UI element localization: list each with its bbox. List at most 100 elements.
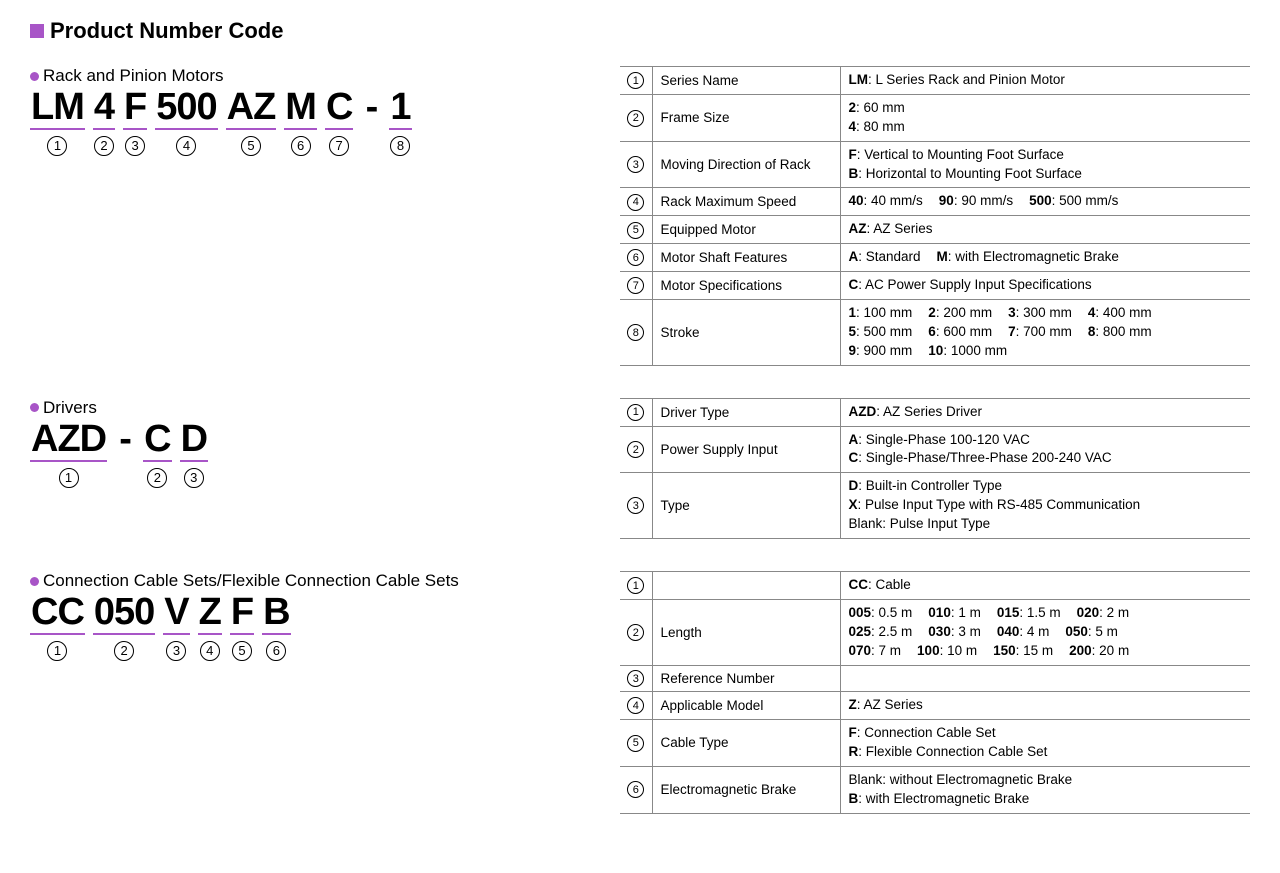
value-item: 10: 1000 mm (928, 342, 1007, 361)
code-segment-text: C (143, 420, 171, 460)
definition-table: 1CC: Cable2Length005: 0.5 m010: 1 m015: … (620, 571, 1250, 814)
definition-table: 1 Driver Type AZD: AZ Series Driver 2Power … (620, 398, 1250, 539)
value-item: Blank: Pulse Input Type (849, 515, 991, 534)
code-underline (30, 633, 85, 635)
table-row: 2Power Supply InputA: Single-Phase 100-1… (620, 426, 1250, 473)
row-label-cell: Moving Direction of Rack (652, 141, 840, 188)
row-number-cell: 3 (620, 473, 652, 539)
code-segment-text: V (163, 593, 189, 633)
code-segment-text: D (180, 420, 208, 460)
table-row: 7Motor SpecificationsC: AC Power Supply … (620, 272, 1250, 300)
row-label-cell: Driver Type (652, 398, 840, 426)
value-item: 020: 2 m (1077, 604, 1130, 623)
value-line: Blank: without Electromagnetic Brake (849, 771, 1245, 790)
code-segment-text: AZ (226, 88, 277, 128)
code-segment: 5004 (155, 88, 217, 156)
row-value-cell (840, 665, 1250, 692)
circle-bullet-icon (30, 403, 39, 412)
row-number-cell: 1 (620, 67, 652, 95)
row-label-cell: Electromagnetic Brake (652, 766, 840, 813)
table-row: 1Series NameLM: L Series Rack and Pinion… (620, 67, 1250, 95)
code-segment-text: F (230, 593, 254, 633)
row-label-cell: Frame Size (652, 94, 840, 141)
value-line: 005: 0.5 m010: 1 m015: 1.5 m020: 2 m (849, 604, 1245, 623)
table-row: 8Stroke1: 100 mm2: 200 mm3: 300 mm4: 400… (620, 300, 1250, 366)
code-segment: F3 (123, 88, 147, 156)
value-line: 4: 80 mm (849, 118, 1245, 137)
value-line: 2: 60 mm (849, 99, 1245, 118)
value-item: 015: 1.5 m (997, 604, 1061, 623)
circle-bullet-icon (30, 72, 39, 81)
code-segment-number: 2 (114, 641, 134, 661)
value-item: AZ: AZ Series (849, 220, 933, 239)
table-row: 1 Driver Type AZD: AZ Series Driver (620, 398, 1250, 426)
code-segment-number: 2 (94, 136, 114, 156)
subtitle-row: Drivers (30, 398, 620, 418)
code-segment-number: 7 (329, 136, 349, 156)
section-subtitle: Connection Cable Sets/Flexible Connectio… (43, 571, 459, 591)
circled-number-icon: 3 (627, 156, 644, 173)
value-line: AZ: AZ Series (849, 220, 1245, 239)
value-line: 40: 40 mm/s90: 90 mm/s500: 500 mm/s (849, 192, 1245, 211)
value-item: 100: 10 m (917, 642, 977, 661)
value-item: CC: Cable (849, 576, 911, 595)
code-segment-text: C (325, 88, 353, 128)
code-segment: CC1 (30, 593, 85, 661)
row-number-cell: 4 (620, 692, 652, 720)
value-line: 1: 100 mm2: 200 mm3: 300 mm4: 400 mm (849, 304, 1245, 323)
code-segment-number: 3 (166, 641, 186, 661)
row-number-cell: 6 (620, 244, 652, 272)
value-line: AZD: AZ Series Driver (849, 403, 1245, 422)
value-item: LM: L Series Rack and Pinion Motor (849, 71, 1065, 90)
code-segment: 42 (93, 88, 115, 156)
code-underline (93, 633, 155, 635)
circled-number-icon: 3 (627, 670, 644, 687)
row-label-cell: Type (652, 473, 840, 539)
product-code-row: LM142F35004AZ5M6C7-18 (30, 88, 620, 156)
row-value-cell: C: AC Power Supply Input Specifications (840, 272, 1250, 300)
table-row: 4Rack Maximum Speed40: 40 mm/s90: 90 mm/… (620, 188, 1250, 216)
section: Connection Cable Sets/Flexible Connectio… (30, 571, 1250, 814)
table-row: 6Motor Shaft FeaturesA: StandardM: with … (620, 244, 1250, 272)
value-item: Blank: without Electromagnetic Brake (849, 771, 1073, 790)
definition-table: 1Series NameLM: L Series Rack and Pinion… (620, 66, 1250, 366)
circled-number-icon: 2 (627, 110, 644, 127)
row-number-cell: 3 (620, 665, 652, 692)
page-title: Product Number Code (50, 18, 283, 44)
code-segment-text: B (262, 593, 290, 633)
code-segment: F5 (230, 593, 254, 661)
code-dash: - (361, 88, 381, 156)
code-segment: Z4 (198, 593, 222, 661)
code-segment: D3 (180, 420, 208, 488)
value-item: 7: 700 mm (1008, 323, 1072, 342)
code-underline (155, 128, 217, 130)
row-value-cell: 40: 40 mm/s90: 90 mm/s500: 500 mm/s (840, 188, 1250, 216)
section-subtitle: Drivers (43, 398, 97, 418)
product-code-row: AZD1-C2D3 (30, 420, 620, 488)
table-row: 3Moving Direction of RackF: Vertical to … (620, 141, 1250, 188)
code-dash: - (115, 420, 135, 488)
definition-column: 1 Driver Type AZD: AZ Series Driver 2Power … (620, 398, 1250, 539)
circled-number-icon: 1 (627, 72, 644, 89)
table-row: 2 Frame Size 2: 60 mm4: 80 mm (620, 94, 1250, 141)
section: Rack and Pinion MotorsLM142F35004AZ5M6C7… (30, 66, 1250, 366)
row-label-cell: Equipped Motor (652, 216, 840, 244)
value-line: CC: Cable (849, 576, 1245, 595)
value-line: C: Single-Phase/Three-Phase 200-240 VAC (849, 449, 1245, 468)
value-item: 030: 3 m (928, 623, 981, 642)
code-segment: V3 (163, 593, 189, 661)
value-line: C: AC Power Supply Input Specifications (849, 276, 1245, 295)
circled-number-icon: 1 (627, 404, 644, 421)
value-item: A: Single-Phase 100-120 VAC (849, 431, 1030, 450)
value-line: Z: AZ Series (849, 696, 1245, 715)
table-row: 6Electromagnetic BrakeBlank: without Ele… (620, 766, 1250, 813)
product-code-row: CC10502V3Z4F5B6 (30, 593, 620, 661)
value-item: 3: 300 mm (1008, 304, 1072, 323)
value-item: 150: 15 m (993, 642, 1053, 661)
row-label-cell: Rack Maximum Speed (652, 188, 840, 216)
row-value-cell: AZD: AZ Series Driver (840, 398, 1250, 426)
value-item: 050: 5 m (1065, 623, 1118, 642)
code-segment-number: 2 (147, 468, 167, 488)
code-segment-number: 1 (47, 641, 67, 661)
code-segment-text: F (123, 88, 147, 128)
